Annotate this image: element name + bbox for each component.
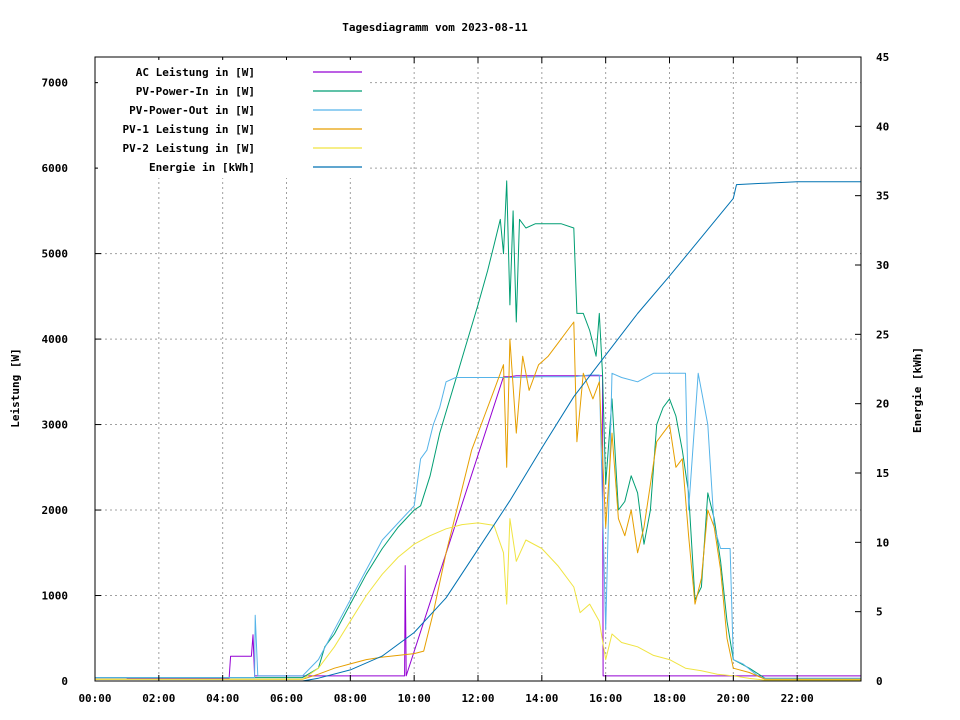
legend-label: PV-2 Leistung in [W] bbox=[123, 142, 255, 155]
series-line-6 bbox=[95, 181, 861, 682]
x-tick-label: 08:00 bbox=[334, 692, 367, 705]
series-line-4 bbox=[95, 321, 861, 680]
y-tick-label: 4000 bbox=[42, 333, 69, 346]
legend-background bbox=[98, 60, 370, 178]
series-line-3 bbox=[95, 372, 861, 679]
x-tick-label: 18:00 bbox=[653, 692, 686, 705]
x-tick-label: 12:00 bbox=[461, 692, 494, 705]
x-tick-label: 06:00 bbox=[270, 692, 303, 705]
legend: AC Leistung in [W] PV-Power-In in [W] PV-P… bbox=[98, 60, 370, 178]
y-tick-label: 6000 bbox=[42, 162, 69, 175]
y2-tick-label: 5 bbox=[876, 606, 883, 619]
y2-tick-label: 30 bbox=[876, 259, 889, 272]
x-tick-label: 22:00 bbox=[781, 692, 814, 705]
y-tick-label: 0 bbox=[61, 675, 68, 688]
series-line-2 bbox=[95, 180, 861, 679]
y-tick-label: 3000 bbox=[42, 419, 69, 432]
y2-tick-label: 15 bbox=[876, 467, 889, 480]
y-tick-label: 5000 bbox=[42, 248, 69, 261]
y-tick-label: 2000 bbox=[42, 504, 69, 517]
y2-tick-label: 40 bbox=[876, 120, 889, 133]
y2-tick-label: 25 bbox=[876, 328, 889, 341]
x-tick-label: 10:00 bbox=[398, 692, 431, 705]
x-tick-label: 02:00 bbox=[142, 692, 175, 705]
chart-title: Tagesdiagramm vom 2023-08-11 bbox=[342, 21, 528, 34]
x-tick-label: 14:00 bbox=[525, 692, 558, 705]
y-tick-label: 7000 bbox=[42, 77, 69, 90]
x-tick-label: 04:00 bbox=[206, 692, 239, 705]
series-lines bbox=[95, 180, 861, 682]
y2-axis-label: Energie [kWh] bbox=[911, 347, 924, 433]
legend-label: AC Leistung in [W] bbox=[136, 66, 255, 79]
y-axis-label: Leistung [W] bbox=[9, 348, 22, 427]
y2-tick-label: 10 bbox=[876, 536, 889, 549]
legend-label: PV-1 Leistung in [W] bbox=[123, 123, 255, 136]
y2-tick-label: 45 bbox=[876, 51, 889, 64]
y-tick-label: 1000 bbox=[42, 590, 69, 603]
y2-tick-label: 20 bbox=[876, 398, 889, 411]
x-tick-label: 16:00 bbox=[589, 692, 622, 705]
x-tick-label: 00:00 bbox=[78, 692, 111, 705]
series-line-5 bbox=[95, 518, 861, 681]
legend-label: Energie in [kWh] bbox=[149, 161, 255, 174]
y2-tick-label: 35 bbox=[876, 190, 889, 203]
x-tick-label: 20:00 bbox=[717, 692, 750, 705]
grid bbox=[95, 57, 861, 681]
y2-tick-label: 0 bbox=[876, 675, 883, 688]
legend-label: PV-Power-Out in [W] bbox=[129, 104, 255, 117]
legend-label: PV-Power-In in [W] bbox=[136, 85, 255, 98]
series-line-1 bbox=[95, 375, 861, 679]
